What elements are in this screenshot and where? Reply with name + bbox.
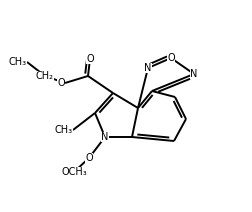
Text: O: O bbox=[85, 153, 93, 163]
Text: N: N bbox=[190, 69, 198, 79]
Text: O: O bbox=[167, 53, 175, 63]
Text: N: N bbox=[144, 63, 152, 73]
Text: O: O bbox=[57, 78, 65, 88]
Text: O: O bbox=[86, 54, 94, 64]
Text: N: N bbox=[101, 132, 109, 142]
Text: CH₃: CH₃ bbox=[55, 125, 73, 135]
Text: CH₃: CH₃ bbox=[9, 57, 27, 67]
Text: CH₂: CH₂ bbox=[36, 71, 54, 81]
Text: OCH₃: OCH₃ bbox=[61, 167, 87, 177]
